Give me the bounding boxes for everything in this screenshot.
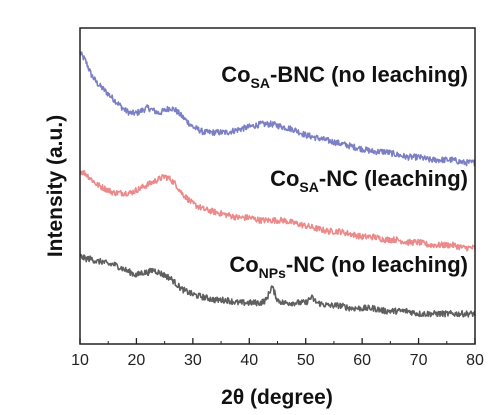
series-labels-group: CoSA-BNC (no leaching) CoSA-NC (leaching)… xyxy=(221,62,468,281)
x-tick-label: 50 xyxy=(297,352,315,369)
x-tick-label: 30 xyxy=(184,352,202,369)
x-tick-label: 40 xyxy=(240,352,258,369)
x-tick-label: 10 xyxy=(71,352,89,369)
series-line-conps-nc xyxy=(79,253,476,318)
x-axis-title: 2θ (degree) xyxy=(221,386,333,409)
x-tick-label: 70 xyxy=(410,352,428,369)
series-line-cosa-bnc xyxy=(79,51,476,167)
x-ticks-group: 10 20 30 40 50 60 70 80 xyxy=(71,338,484,369)
series-line-cosa-nc xyxy=(79,169,476,252)
y-axis-title: Intensity (a.u.) xyxy=(44,115,67,257)
series-label-cosa-bnc: CoSA-BNC (no leaching) xyxy=(221,62,468,91)
curves-group xyxy=(79,51,476,318)
x-tick-label: 80 xyxy=(466,352,484,369)
series-label-cosa-nc: CoSA-NC (leaching) xyxy=(270,166,468,195)
x-tick-label: 60 xyxy=(353,352,371,369)
series-label-conps-nc: CoNPs-NC (no leaching) xyxy=(229,252,468,281)
x-tick-label: 20 xyxy=(128,352,146,369)
